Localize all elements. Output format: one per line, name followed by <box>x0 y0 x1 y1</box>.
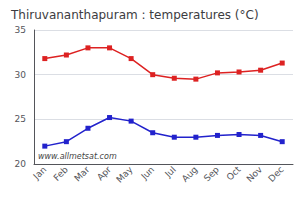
svg-text:Thiruvananthapuram : temperatu: Thiruvananthapuram : temperatures (°C) <box>10 8 259 22</box>
svg-text:Feb: Feb <box>52 164 71 183</box>
svg-text:Jun: Jun <box>139 164 157 182</box>
svg-text:Nov: Nov <box>245 164 265 184</box>
svg-text:20: 20 <box>15 159 27 169</box>
svg-text:Mar: Mar <box>72 164 91 183</box>
svg-text:30: 30 <box>15 70 27 80</box>
svg-text:Sep: Sep <box>202 164 221 183</box>
svg-text:Jan: Jan <box>31 164 49 182</box>
svg-text:Apr: Apr <box>95 164 113 182</box>
svg-text:Aug: Aug <box>180 164 199 183</box>
svg-text:Oct: Oct <box>225 164 243 182</box>
svg-text:May: May <box>114 164 135 185</box>
svg-text:Jul: Jul <box>162 164 177 179</box>
svg-text:35: 35 <box>15 25 26 35</box>
svg-text:www.allmetsat.com: www.allmetsat.com <box>38 152 117 161</box>
svg-text:25: 25 <box>15 114 26 124</box>
svg-text:Dec: Dec <box>266 164 285 183</box>
